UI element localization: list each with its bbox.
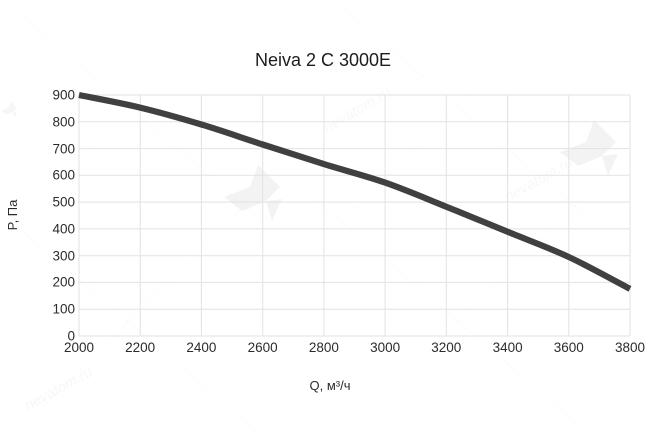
svg-text:nevatom.ru: nevatom.ru: [321, 84, 395, 137]
svg-text:nevatom.ru: nevatom.ru: [22, 363, 96, 415]
